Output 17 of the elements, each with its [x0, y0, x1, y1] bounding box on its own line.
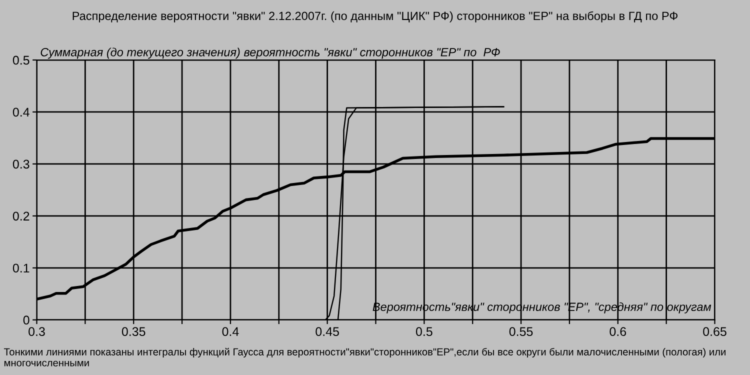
text: Тонкими линиями показаны интегралы функций Гаусса для вероятности"явки"сторонников"ЕР",если бы все округи были малочисленными (пологая) или многочисленными: [4, 348, 726, 366]
chart-title: Распределение вероятности "явки" 2.12.2007г. (по данным "ЦИК" РФ) сторонников "ЕР" на выборы в ГД по РФ: [72, 11, 678, 22]
y-tick-label: 0.2: [12, 212, 30, 221]
x-tick-label: 0.65: [703, 327, 726, 336]
x-tick-label: 0.4: [222, 327, 239, 336]
y-tick-label: 0.4: [12, 108, 30, 117]
x-tick-label: 0.6: [610, 327, 626, 336]
x-tick-label: 0.45: [316, 327, 339, 336]
x-tick-label: 0.5: [416, 327, 432, 336]
x-tick-label: 0.55: [509, 327, 533, 336]
y-axis-title: Суммарная (до текущего значения) вероятность "явки" сторонников "ЕР" по РФ: [40, 48, 500, 59]
y-tick-label: 0.1: [12, 264, 30, 273]
y-tick-label: 0.5: [12, 56, 30, 65]
y-tick-label: 0.3: [12, 160, 30, 169]
y-tick-label: 0: [23, 316, 30, 325]
x-tick-label: 0.3: [28, 327, 45, 336]
x-tick-label: 0.35: [122, 327, 146, 336]
